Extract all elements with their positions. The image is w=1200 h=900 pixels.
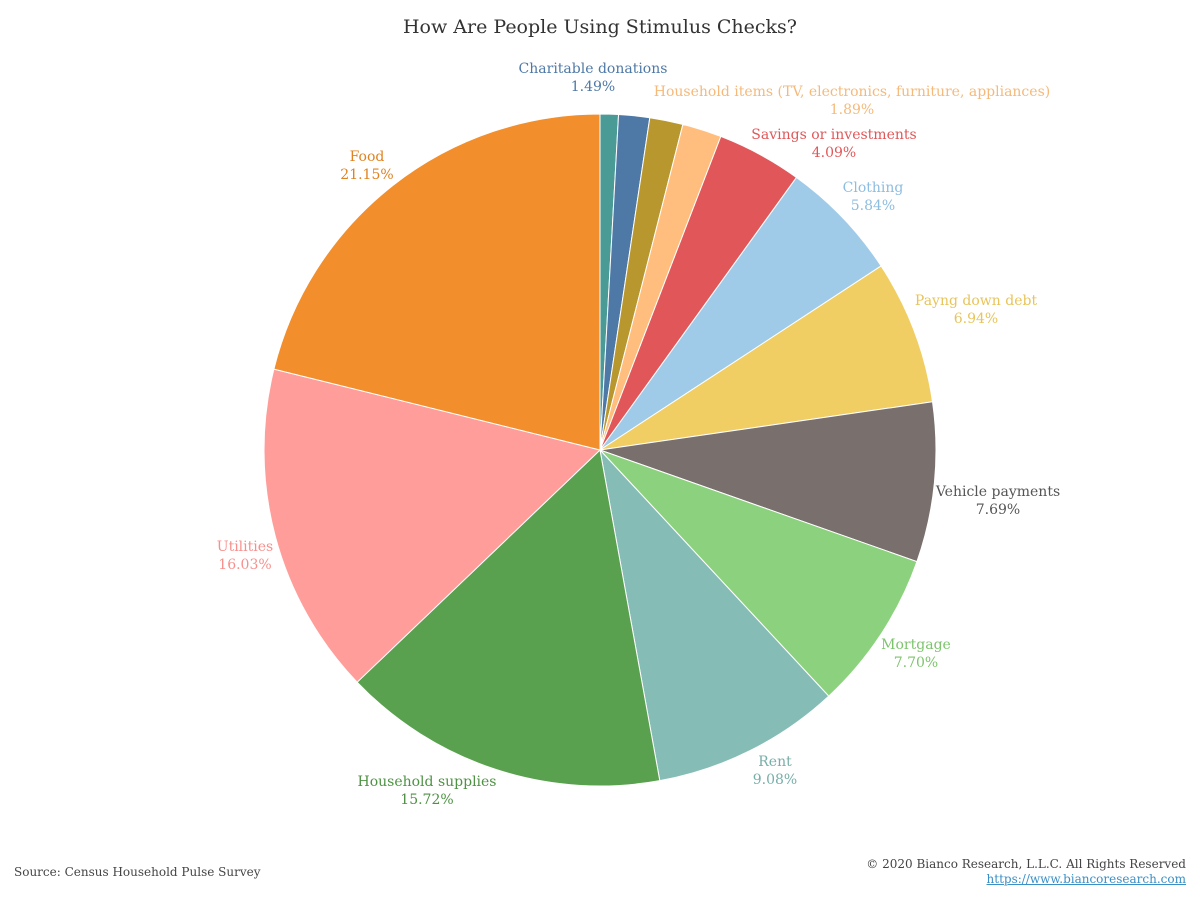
slice-label-rent: Rent — [758, 754, 792, 770]
slice-label-clothing: Clothing — [843, 180, 904, 196]
slice-value-charitable-donations: 1.49% — [571, 79, 615, 95]
slice-value-payng-down-debt: 6.94% — [954, 311, 998, 327]
pie-slice-utilities — [263, 368, 602, 683]
slice-label-savings-or-investments: Savings or investments — [751, 127, 916, 143]
website-link[interactable]: https://www.biancoresearch.com — [986, 872, 1186, 886]
slice-value-rent: 9.08% — [753, 772, 797, 788]
copyright-text: © 2020 Bianco Research, L.L.C. All Right… — [866, 857, 1186, 871]
pie-slice-vehicle-payments — [599, 401, 937, 563]
pie-slice-mortgage — [599, 449, 918, 697]
slice-value-vehicle-payments: 7.69% — [976, 502, 1020, 518]
copyright-block: © 2020 Bianco Research, L.L.C. All Right… — [866, 857, 1186, 887]
source-note: Source: Census Household Pulse Survey — [14, 865, 261, 879]
slice-label-mortgage: Mortgage — [881, 637, 951, 653]
pie-slice-food — [273, 113, 601, 451]
pie-slices — [263, 113, 937, 787]
pie-slice-rent — [599, 448, 830, 782]
slice-value-savings-or-investments: 4.09% — [812, 145, 856, 161]
slice-label-payng-down-debt: Payng down debt — [915, 293, 1038, 309]
pie-slice-household-supplies — [356, 448, 661, 787]
slice-value-household-supplies: 15.72% — [400, 792, 453, 808]
slice-label-household-supplies: Household supplies — [357, 774, 496, 790]
pie-labels: Charitable donations 1.49% Household items… — [217, 61, 1060, 808]
slice-value-food: 21.15% — [340, 167, 393, 183]
slice-label-food: Food — [350, 149, 385, 165]
slice-label-vehicle-payments: Vehicle payments — [935, 484, 1060, 500]
slice-label-household-items-tv-electronics-furniture-appliances: Household items (TV, electronics, furnit… — [654, 84, 1050, 100]
slice-value-mortgage: 7.70% — [894, 655, 938, 671]
pie-slice-clothing — [599, 176, 882, 451]
slice-label-utilities: Utilities — [217, 539, 273, 555]
slice-value-household-items-tv-electronics-furniture-appliances: 1.89% — [830, 102, 874, 118]
slice-label-charitable-donations: Charitable donations — [519, 61, 668, 77]
slice-value-clothing: 5.84% — [851, 198, 895, 214]
pie-slice-payng-down-debt — [599, 265, 934, 451]
chart-title: How Are People Using Stimulus Checks? — [402, 16, 797, 38]
slice-value-utilities: 16.03% — [218, 557, 271, 573]
